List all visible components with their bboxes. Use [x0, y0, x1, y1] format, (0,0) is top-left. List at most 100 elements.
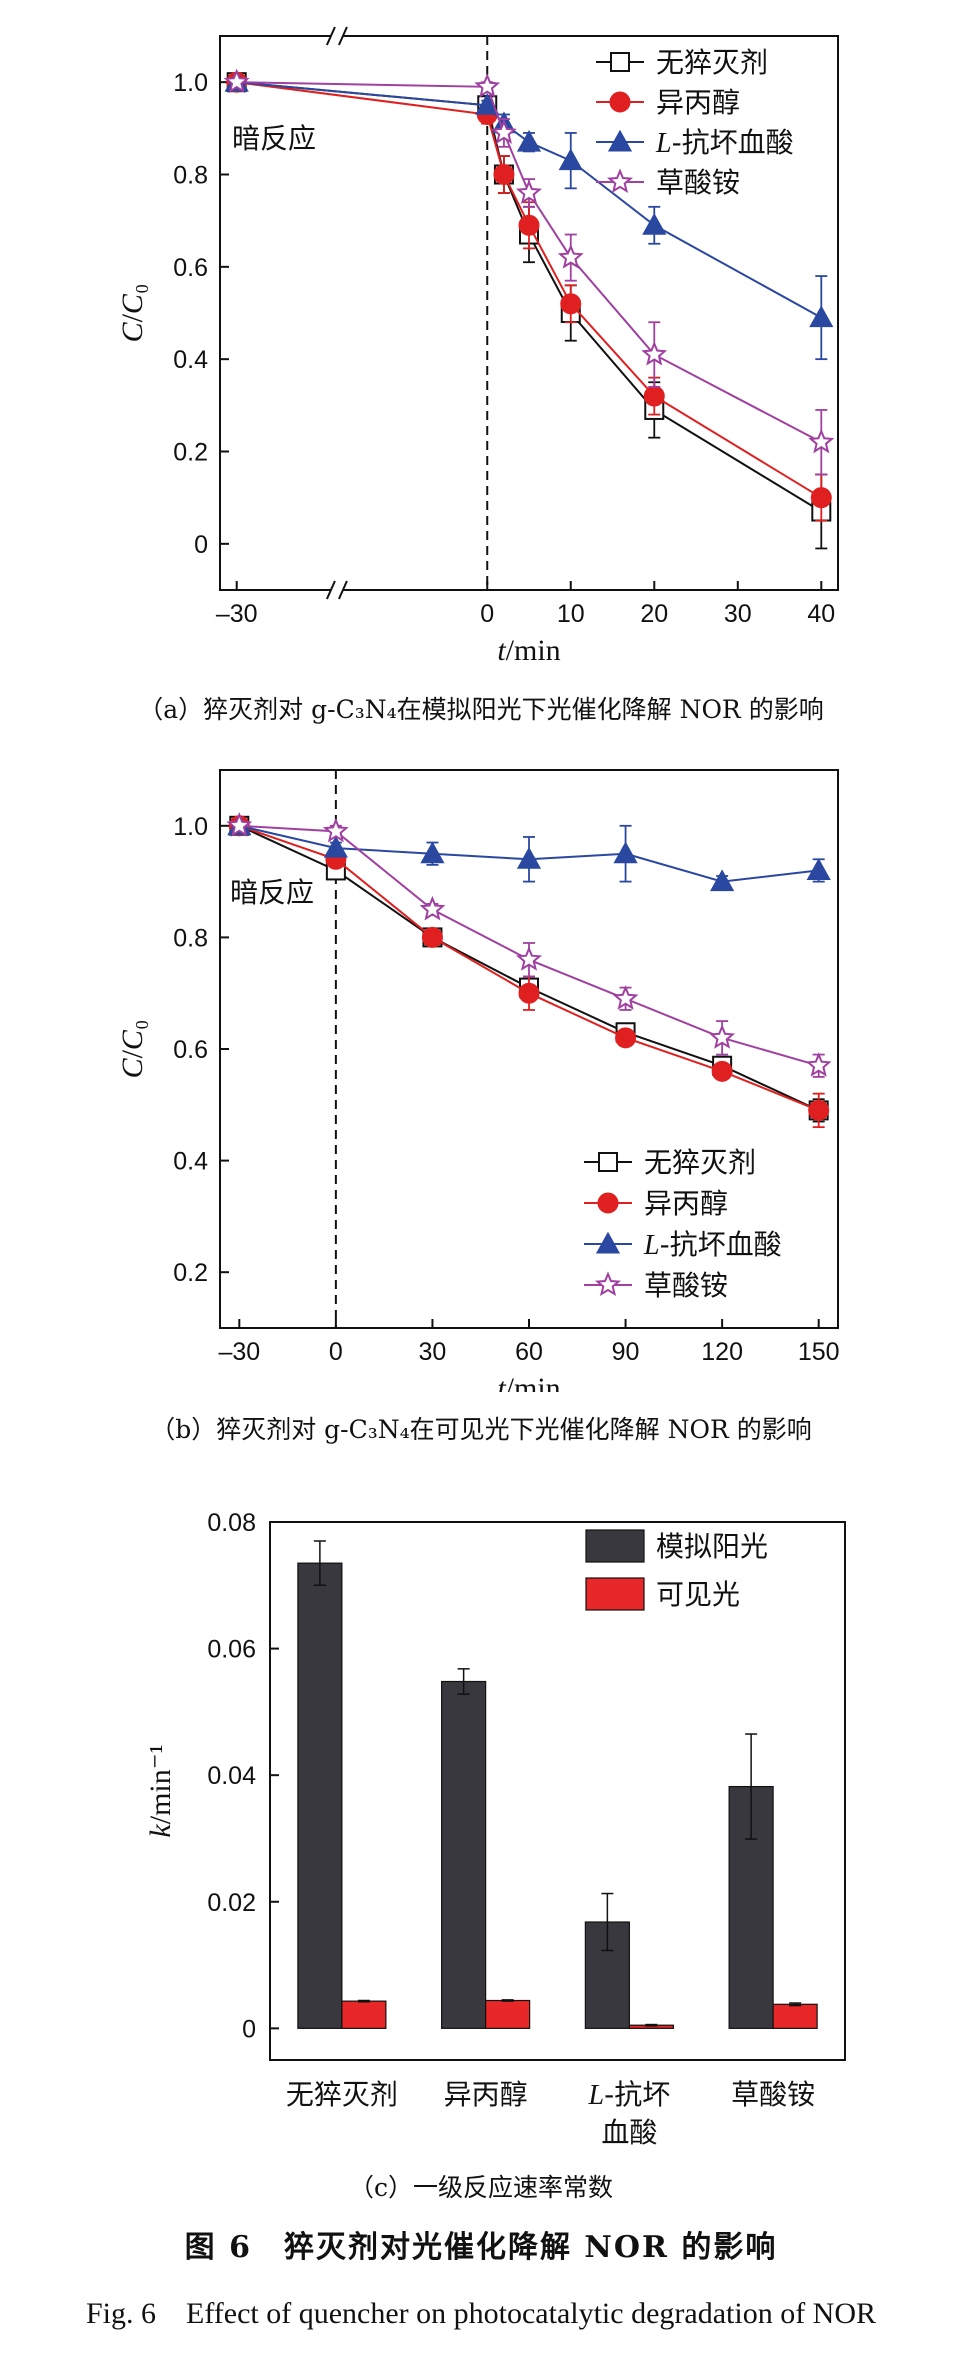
legend-marker [594, 1271, 622, 1296]
data-point [223, 68, 250, 94]
data-point [612, 985, 639, 1010]
caption-c: （c）一级反应速率常数 [348, 2173, 613, 2202]
data-point [420, 841, 445, 864]
legend-label: 无猝灭剂 [644, 1146, 756, 1179]
data-point [515, 179, 543, 205]
x-tick-label: 20 [640, 600, 668, 628]
annotation-dark-reaction: 暗反应 [230, 876, 314, 909]
legend-marker [610, 52, 630, 72]
annotation-dark-reaction: 暗反应 [232, 122, 316, 155]
legend-marker [607, 129, 633, 152]
data-point [491, 119, 517, 144]
data-point [516, 129, 542, 152]
y-axis-label: C/C₀ [116, 284, 149, 343]
x-tick-label: –30 [216, 600, 258, 628]
data-point [421, 926, 443, 948]
y-tick-label: 0.8 [173, 924, 208, 952]
legend-marker [598, 1152, 618, 1172]
legend-label: L-抗坏血酸 [655, 126, 794, 159]
chart-a-degradation-simulated-sunlight: 0 0.2 0.4 0.6 0.8 1.0 –30 0 10 20 30 40 暗反应 t/min C/C₀… [116, 26, 839, 667]
x-category-label: 草酸铵 [731, 2078, 815, 2111]
data-point [226, 812, 253, 837]
y-tick-label: 0.8 [173, 162, 208, 190]
legend-label: L-抗坏血酸 [643, 1228, 782, 1261]
legend-label: 无猝灭剂 [656, 46, 768, 79]
data-point [518, 982, 540, 1004]
data-point [515, 946, 543, 971]
legend-marker [595, 1231, 621, 1254]
data-point [474, 73, 501, 98]
x-tick-label: 150 [798, 1338, 840, 1366]
x-tick-label: –30 [218, 1338, 260, 1366]
data-point [710, 869, 735, 892]
data-point [322, 817, 349, 843]
y-tick-label: 0.02 [207, 1889, 256, 1917]
chart-b-degradation-visible-light: 0.2 0.4 0.6 0.8 1.0 –30 0 30 60 90 120 150 暗反应 t/min C… [116, 769, 840, 1392]
y-tick-label: 0.2 [173, 439, 208, 467]
axis-break-gap [330, 33, 343, 39]
legend-marker [606, 168, 634, 194]
y-tick-label: 0.04 [207, 1762, 256, 1790]
data-point [805, 1052, 832, 1077]
data-point [560, 293, 582, 315]
data-point [808, 428, 835, 454]
data-point [711, 1060, 733, 1082]
bar [341, 2000, 387, 2029]
y-tick-label: 0.4 [173, 1148, 208, 1176]
bar [297, 1562, 343, 2029]
legend-label: 异丙醇 [644, 1187, 728, 1220]
data-point [709, 1024, 736, 1049]
bar [441, 1680, 487, 2029]
caption-a: （a）猝灭剂对 g-C₃N₄在模拟阳光下光催化降解 NOR 的影响 [138, 695, 824, 724]
axis-break-gap [330, 587, 343, 593]
legend-marker [609, 91, 631, 113]
legend-swatch [585, 1529, 645, 1563]
x-category-label: 无猝灭剂 [286, 2078, 398, 2111]
axis-break-mark [326, 580, 336, 600]
y-tick-label: 0.2 [173, 1259, 208, 1287]
x-axis-label: t/min [497, 634, 560, 667]
x-tick-label: 120 [701, 1338, 743, 1366]
x-tick-label: 30 [419, 1338, 447, 1366]
legend-marker [597, 1192, 619, 1214]
data-point [810, 487, 832, 509]
data-point [518, 214, 540, 236]
bar [772, 2003, 818, 2029]
data-point [493, 164, 515, 185]
x-tick-label: 40 [807, 600, 835, 628]
data-point [558, 148, 583, 171]
x-tick-label: 0 [329, 1338, 343, 1366]
axis-break-mark [326, 26, 336, 46]
legend-label: 草酸铵 [656, 166, 740, 199]
y-tick-label: 0.6 [173, 254, 208, 282]
y-axis-label: C/C₀ [116, 1020, 149, 1079]
legend-label: 模拟阳光 [656, 1530, 768, 1563]
bar [485, 1999, 531, 2029]
axis-break-mark [338, 580, 348, 600]
y-tick-label: 1.0 [173, 69, 208, 97]
axis-break-mark [338, 26, 348, 46]
x-tick-label: 10 [557, 600, 585, 628]
data-point [419, 895, 446, 921]
chart-c-rate-constants: 0 0.02 0.04 0.06 0.08 无猝灭剂 异丙醇 L-抗坏血酸 草酸铵 k/min⁻¹… [144, 1509, 846, 2149]
x-tick-label: 90 [612, 1338, 640, 1366]
data-point [557, 244, 584, 269]
data-point [809, 305, 834, 328]
figure-title-en: Fig. 6 Effect of quencher on photocataly… [85, 2297, 877, 2330]
data-point [808, 1099, 830, 1121]
x-tick-label: 30 [724, 600, 752, 628]
data-point [323, 835, 348, 858]
data-point [642, 213, 667, 235]
data-point [641, 341, 668, 366]
data-point [643, 385, 665, 407]
data-point [615, 1027, 637, 1049]
y-tick-label: 0.06 [207, 1636, 256, 1664]
x-category-label: 血酸 [601, 2116, 657, 2149]
x-axis-label: t/min [497, 1372, 560, 1392]
y-axis-label: k/min⁻¹ [144, 1744, 177, 1837]
caption-b: （b）猝灭剂对 g-C₃N₄在可见光下光催化降解 NOR 的影响 [150, 1415, 812, 1444]
x-category-label: 异丙醇 [444, 2078, 528, 2111]
x-category-label: L-抗坏 [588, 2078, 671, 2111]
y-tick-label: 0 [194, 531, 208, 559]
plot-frame [219, 35, 839, 591]
